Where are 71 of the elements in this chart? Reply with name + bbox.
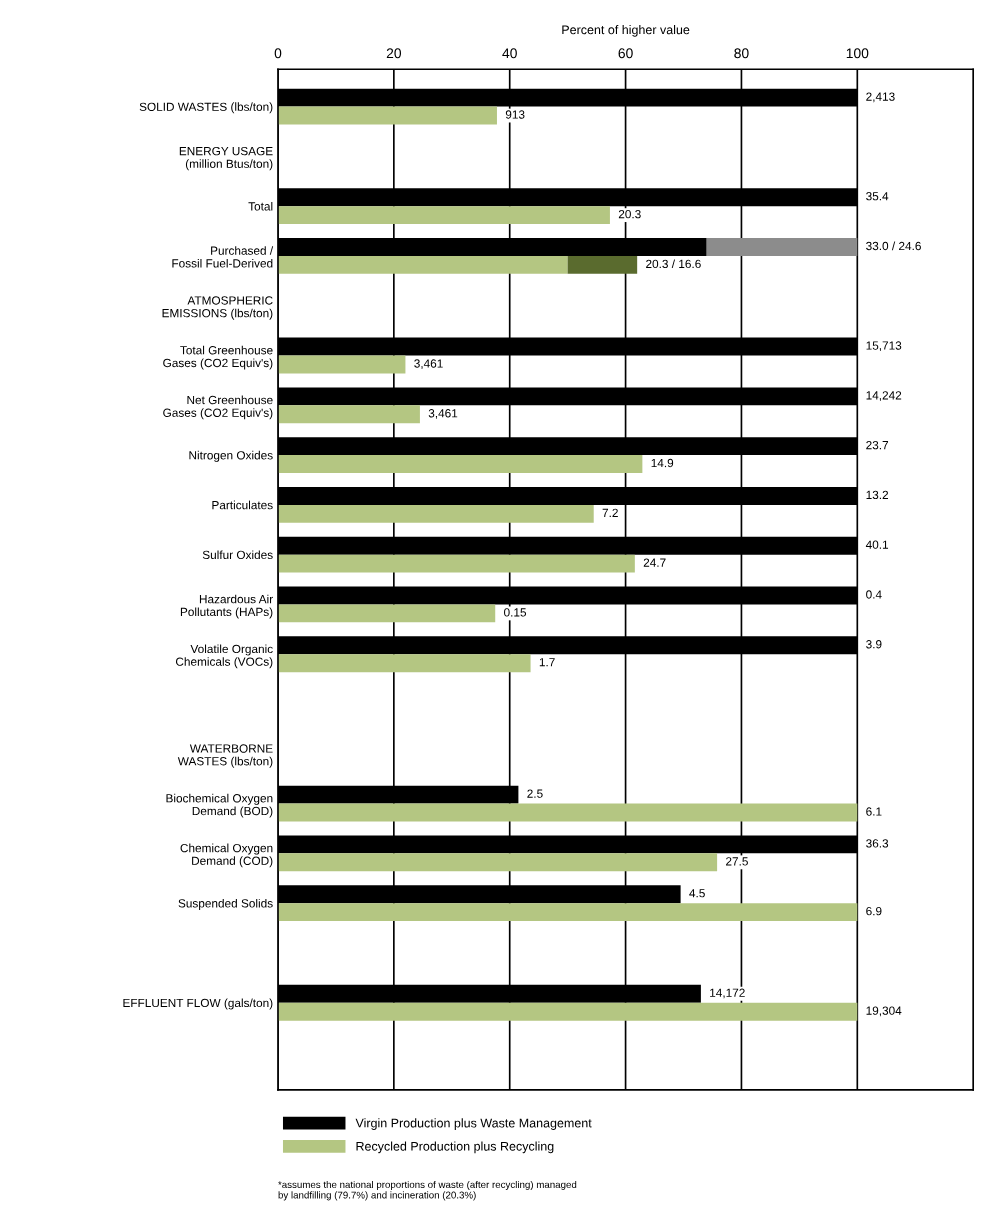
annotation: 40.1 [865,540,889,549]
y-tick-label: Chemical Oxygen Demand (COD) [180,843,273,868]
y-tick-label: SOLID WASTES (lbs/ton) [139,102,273,114]
y-tick-label: EFFLUENT FLOW (gals/ton) [123,998,273,1010]
y-tick-label: Biochemical Oxygen Demand (BOD) [166,793,273,818]
annotation: 913 [505,110,525,119]
annotation: 20.3 / 16.6 [646,259,701,269]
annotation: 2,413 [866,92,895,103]
bar [277,554,635,573]
annotation: 27.5 [726,857,748,866]
annotation: 14,242 [866,391,902,401]
y-tick-label: WATERBORNE WASTES (lbs/ton) [177,744,273,768]
bar [277,106,497,125]
annotation: 19,304 [866,1006,902,1017]
y-tick-label: Sulfur Oxides [202,550,273,560]
annotation: 15,713 [866,341,902,352]
annotation: 36.3 [866,839,889,848]
annotation: 3,461 [414,359,443,370]
annotation: 13.2 [866,490,889,500]
y-tick-label: ATMOSPHERIC EMISSIONS (lbs/ton) [162,296,273,320]
y-tick-label: Total [248,201,273,211]
bar [277,255,568,274]
annotation: 0.4 [866,590,882,599]
bar [277,206,610,225]
annotation: 14.9 [651,458,674,468]
annotation: 1.7 [539,658,555,667]
annotation: 0.15 [504,608,527,617]
bar [277,355,406,374]
annotation: 6.9 [866,906,882,916]
annotation: 24.7 [643,558,666,567]
bar [277,853,718,872]
bar [706,238,858,256]
bar [567,255,638,274]
annotation: 20.3 [618,209,641,219]
annotation: 6.1 [866,807,882,816]
y-tick-label: Nitrogen Oxides [189,450,273,462]
bar [277,455,643,474]
legend-label: Recycled Production plus Recycling [356,1141,554,1154]
text: *assumes the national proportions of waste (after recycling) managed by landfilling (79.7%) and incineration (20.3%) [278,1180,577,1201]
annotation: 4.5 [689,889,705,898]
annotation: 35.4 [866,192,889,201]
bar [277,405,420,424]
bar [277,654,531,673]
y-tick-label: Hazardous Air Pollutants (HAPs) [180,594,273,619]
x-tick-label: 100 [846,48,869,59]
y-tick-label: Suspended Solids [178,898,273,910]
bar [277,604,496,623]
x-tick-label: 0 [274,48,282,59]
bar [277,903,858,922]
y-tick-label: Particulates [212,500,273,510]
annotation: 23.7 [866,440,889,450]
y-tick-label: ENERGY USAGE (million Btus/ton) [179,146,273,171]
annotation: 2.5 [527,789,543,798]
x-tick-label: 40 [502,48,517,59]
x-tick-label: 60 [618,48,633,59]
legend-label: Virgin Production plus Waste Management [355,1118,592,1130]
x-tick-label: 80 [734,48,749,59]
bar [277,1002,858,1021]
bar [277,803,858,822]
y-tick-label: Purchased / Fossil Fuel-Derived [172,246,274,268]
y-tick-label: Net Greenhouse Gases (CO2 Equiv's) [163,395,273,420]
bar [277,504,594,523]
y-tick-label: Total Greenhouse Gases (CO2 Equiv's) [163,345,273,370]
y-tick-label: Volatile Organic Chemicals (VOCs) [175,644,273,669]
annotation: 7.2 [602,508,618,517]
annotation: 3.9 [866,640,882,649]
x-tick-label: 20 [386,48,402,59]
annotation: 14,172 [710,988,745,999]
x-axis-title: Percent of higher value [562,25,690,37]
annotation: 3,461 [428,409,458,419]
annotation: 33.0 / 24.6 [866,241,921,251]
